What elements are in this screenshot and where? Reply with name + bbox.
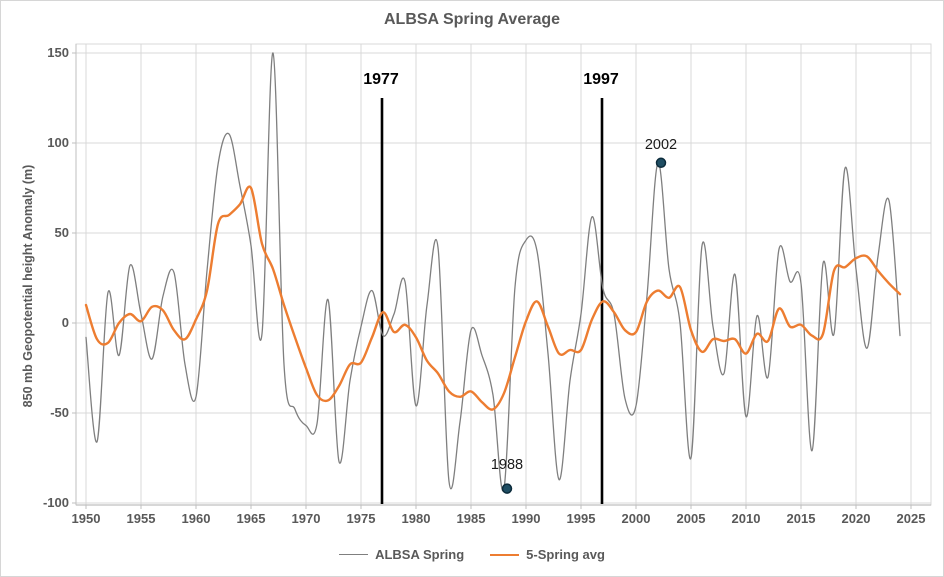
legend-line-swatch	[490, 553, 520, 556]
x-tick-label: 2000	[621, 511, 651, 526]
y-tick-label: 100	[47, 135, 69, 150]
series-5-spring-avg	[84, 185, 902, 411]
y-tick-label: 0	[61, 315, 69, 330]
x-tick-label: 1995	[566, 511, 596, 526]
series-albsa-spring	[85, 52, 901, 492]
legend-item: 5-Spring avg	[490, 547, 605, 562]
legend-line-swatch	[339, 554, 369, 555]
point-label-1988: 1988	[490, 456, 524, 473]
x-tick-label: 1990	[511, 511, 541, 526]
point-label-2002: 2002	[644, 136, 678, 153]
x-tick-label: 1950	[71, 511, 101, 526]
data-point-marker-1988	[501, 483, 513, 494]
x-tick-label: 2005	[676, 511, 706, 526]
x-tick-label: 2020	[841, 511, 871, 526]
x-tick-label: 2025	[896, 511, 926, 526]
legend-label: 5-Spring avg	[526, 547, 605, 562]
x-tick-label: 1985	[456, 511, 486, 526]
y-tick-label: 50	[54, 225, 69, 240]
data-point-marker-2002	[655, 157, 667, 169]
legend: ALBSA Spring 5-Spring avg	[1, 547, 943, 562]
annotation-label-1977: 1977	[363, 71, 399, 88]
x-tick-label: 2010	[731, 511, 761, 526]
x-tick-label: 2015	[786, 511, 816, 526]
y-tick-label: -50	[50, 405, 69, 420]
x-tick-label: 1960	[181, 511, 211, 526]
x-tick-label: 1970	[291, 511, 321, 526]
y-tick-label: -100	[42, 495, 69, 510]
x-tick-label: 1975	[346, 511, 376, 526]
annotation-label-1997: 1997	[583, 71, 619, 88]
chart-title: ALBSA Spring Average	[383, 11, 561, 28]
y-tick-label: 150	[47, 45, 69, 60]
x-tick-label: 1955	[126, 511, 156, 526]
y-axis-title: 850 mb Geopotential height Anomaly (m)	[21, 164, 35, 408]
legend-item: ALBSA Spring	[339, 547, 464, 562]
x-tick-label: 1965	[236, 511, 266, 526]
plot-border	[75, 43, 932, 506]
legend-label: ALBSA Spring	[375, 547, 465, 562]
x-tick-label: 1980	[401, 511, 431, 526]
